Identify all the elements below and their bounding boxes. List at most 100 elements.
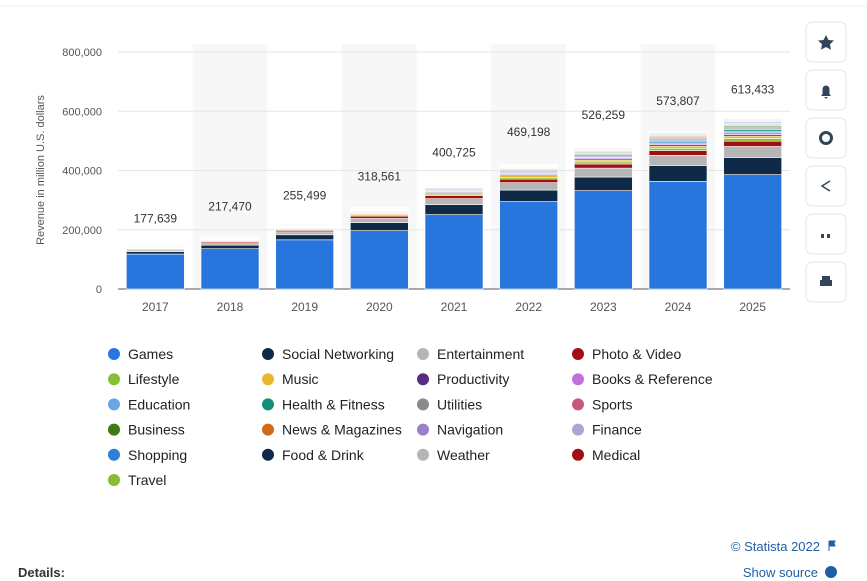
- details-label: Details:: [18, 565, 65, 580]
- bar-segment: [350, 230, 409, 290]
- legend-marker: [108, 474, 120, 486]
- legend-label: Utilities: [437, 396, 482, 412]
- bar-segment: [126, 251, 185, 255]
- legend-marker: [108, 423, 120, 436]
- share-icon: [820, 180, 831, 192]
- x-tick-label: 2021: [441, 300, 468, 314]
- legend-label: Lifestyle: [128, 371, 180, 387]
- copyright[interactable]: © Statista 2022: [731, 539, 820, 554]
- bar-segment: [723, 119, 782, 121]
- bar-segment: [648, 147, 708, 151]
- legend-marker: [572, 398, 584, 411]
- bar-segment: [126, 253, 185, 290]
- total-label: 613,433: [731, 82, 775, 96]
- bar-segment: [200, 248, 260, 290]
- bar-segment: [723, 140, 782, 147]
- legend-label: Finance: [592, 422, 642, 438]
- legend-label: Sports: [592, 396, 632, 412]
- legend-label: Books & Reference: [592, 371, 713, 387]
- bell-icon: [821, 85, 831, 99]
- legend-marker: [417, 373, 429, 386]
- y-tick-label: 0: [96, 284, 102, 296]
- legend-marker: [262, 398, 274, 411]
- legend-marker: [262, 348, 274, 360]
- bar-segment: [499, 182, 558, 191]
- bar-segment: [424, 204, 484, 215]
- legend-label: Education: [128, 396, 190, 412]
- legend-label: Shopping: [128, 447, 187, 463]
- bar-segment: [350, 222, 409, 231]
- x-tick-label: 2025: [739, 300, 766, 314]
- x-tick-label: 2024: [665, 300, 692, 314]
- settings-button[interactable]: [805, 117, 847, 159]
- flag-icon: [828, 540, 836, 551]
- y-tick-label: 400,000: [62, 166, 102, 178]
- x-tick-label: 2022: [515, 300, 542, 314]
- legend-marker: [572, 348, 584, 360]
- toolbar: [805, 21, 847, 303]
- bar-segment: [275, 234, 334, 241]
- bar-segment: [574, 167, 633, 178]
- y-axis-label: Revenue in million U.S. dollars: [35, 95, 47, 245]
- bar-segment: [723, 157, 782, 175]
- legend-marker: [572, 448, 584, 461]
- legend-marker: [262, 448, 274, 461]
- legend-marker: [262, 373, 274, 386]
- legend-marker: [108, 348, 120, 360]
- plot-area: 0 200,000 400,000 600,000 800,000 2017 177,639…: [62, 44, 790, 488]
- gear-icon: [819, 131, 833, 145]
- show-source[interactable]: Show source: [743, 565, 818, 580]
- total-label: 400,725: [432, 145, 476, 159]
- y-tick-label: 600,000: [62, 106, 102, 118]
- bar-segment: [499, 178, 558, 183]
- legend-marker: [417, 398, 429, 411]
- bar-segment: [499, 201, 558, 290]
- bar-segment: [424, 198, 484, 205]
- total-label: 177,639: [134, 211, 178, 225]
- bar-segment: [723, 146, 782, 158]
- x-tick-label: 2020: [366, 300, 393, 314]
- bar-segment: [350, 215, 409, 219]
- total-label: 526,259: [582, 108, 626, 122]
- share-button[interactable]: [805, 165, 847, 207]
- legend-marker: [108, 373, 120, 386]
- legend-marker: [262, 423, 274, 436]
- legend-marker: [417, 423, 429, 436]
- legend-marker: [572, 373, 584, 386]
- bar-segment: [648, 150, 708, 156]
- bar-segment: [574, 146, 633, 148]
- legend-label: Music: [282, 371, 319, 387]
- legend-label: Weather: [437, 447, 490, 463]
- bar-segment: [723, 135, 782, 139]
- bar-segment: [648, 165, 708, 182]
- x-tick-label: 2019: [291, 300, 318, 314]
- bar-segment: [350, 218, 409, 223]
- bar-segment: [424, 214, 484, 290]
- total-label: 469,198: [507, 125, 551, 139]
- legend-marker: [417, 448, 429, 461]
- bar-segment: [200, 244, 260, 250]
- total-label: 573,807: [656, 94, 700, 108]
- legend-label: Social Networking: [282, 346, 394, 362]
- star-icon: [818, 35, 834, 50]
- legend-label: Health & Fitness: [282, 396, 385, 412]
- bar-segment: [723, 138, 782, 142]
- cite-button[interactable]: [805, 213, 847, 255]
- legend-label: Medical: [592, 447, 640, 463]
- bar-segment: [648, 130, 708, 133]
- bar-segment: [200, 242, 260, 246]
- bar-segment: [723, 174, 782, 290]
- bar-segment: [574, 190, 633, 290]
- bar-segment: [574, 176, 633, 191]
- legend-label: Productivity: [437, 371, 509, 387]
- total-label: 217,470: [208, 200, 252, 214]
- bar-segment: [424, 195, 484, 199]
- legend-label: Travel: [128, 472, 166, 488]
- bar-segment: [648, 145, 708, 149]
- bar-segment: [499, 189, 558, 202]
- x-tick-label: 2018: [217, 300, 244, 314]
- legend-label: Photo & Video: [592, 346, 681, 362]
- y-tick-label: 200,000: [62, 225, 102, 237]
- legend-marker: [572, 423, 584, 436]
